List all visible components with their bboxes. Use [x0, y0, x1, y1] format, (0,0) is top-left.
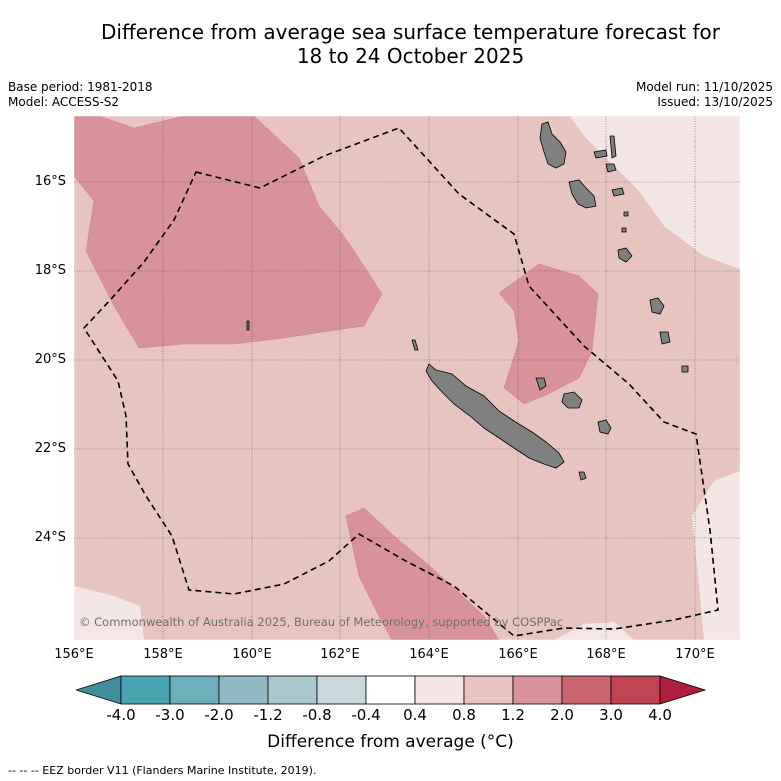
- model-text: Model: ACCESS-S2: [8, 95, 120, 109]
- lon-label-168e: 168°E: [586, 647, 626, 662]
- anomaly-0.4-0.8-southeast: [692, 471, 740, 640]
- anomaly-1.2-2.0-south: [345, 507, 500, 640]
- colorbar-tick-label: 0.8: [452, 706, 476, 724]
- colorbar-segment: [218, 675, 269, 705]
- colorbar-tick-label: 4.0: [648, 706, 672, 724]
- title-line-1: Difference from average sea surface temp…: [100, 20, 720, 44]
- colorbar-segment: [561, 675, 612, 705]
- colorbar-extend-high: [659, 675, 706, 705]
- vanuatu-pentecost: [609, 135, 617, 159]
- colorbar-segment: [120, 675, 171, 705]
- anomaly-1.2-2.0-northwest: [74, 116, 383, 349]
- small-island-d: [621, 227, 627, 233]
- land: [246, 121, 689, 481]
- vanuatu-malakula: [568, 179, 597, 209]
- vanuatu-ambae: [593, 149, 608, 159]
- lon-label-160e: 160°E: [232, 647, 272, 662]
- lat-label-20s: 20°S: [34, 352, 66, 367]
- colorbar-tick-label: -1.2: [253, 706, 283, 724]
- loyalty-island-lifou: [561, 391, 583, 409]
- lon-label-162e: 162°E: [320, 647, 360, 662]
- colorbar-tick-label: -0.4: [351, 706, 381, 724]
- vanuatu-espiritu-santo: [539, 121, 567, 169]
- lon-label-156e: 156°E: [54, 647, 94, 662]
- lat-label-24s: 24°S: [34, 530, 66, 545]
- lon-label-158e: 158°E: [143, 647, 183, 662]
- lat-label-18s: 18°S: [34, 263, 66, 278]
- meta-left: Base period: 1981-2018 Model: ACCESS-S2: [8, 80, 153, 110]
- eez-border: [82, 127, 719, 637]
- meta-right: Model run: 11/10/2025 Issued: 13/10/2025: [636, 80, 773, 110]
- lat-label-16s: 16°S: [34, 174, 66, 189]
- colorbar-tick-label: -2.0: [204, 706, 234, 724]
- issued-text: Issued: 13/10/2025: [657, 95, 773, 109]
- colorbar-segment: [463, 675, 514, 705]
- colorbar-tick-label: -3.0: [155, 706, 185, 724]
- isle-of-pines: [578, 471, 587, 481]
- vanuatu-aneityum: [681, 365, 689, 373]
- lat-label-22s: 22°S: [34, 441, 66, 456]
- colorbar-title: Difference from average (°C): [267, 732, 514, 752]
- loyalty-island-mare: [597, 419, 612, 435]
- small-island-b: [411, 339, 419, 351]
- map-title: Difference from average sea surface temp…: [0, 20, 781, 68]
- base-period-text: Base period: 1981-2018: [8, 80, 153, 94]
- title-line-2: 18 to 24 October 2025: [296, 44, 525, 68]
- colorbar-tick-label: 0.4: [403, 706, 427, 724]
- colorbar-tick-label: 3.0: [599, 706, 623, 724]
- vanuatu-epi: [611, 187, 625, 197]
- colorbar-segment: [316, 675, 367, 705]
- colorbar-segment: [610, 675, 661, 705]
- model-run-text: Model run: 11/10/2025: [635, 80, 773, 94]
- vanuatu-efate: [617, 247, 633, 263]
- anomaly-0.4-0.8-southcentre: [554, 622, 634, 640]
- colorbar-tick-label: -0.8: [302, 706, 332, 724]
- colorbar-segment: [512, 675, 563, 705]
- colorbar-segment: [365, 675, 416, 705]
- colorbar-tick-label: 2.0: [550, 706, 574, 724]
- colorbar-segment: [414, 675, 465, 705]
- colorbar-extend-low: [76, 675, 122, 705]
- colorbar-tick-label: 1.2: [501, 706, 525, 724]
- colorbar-segment: [267, 675, 318, 705]
- vanuatu-ambrym: [605, 163, 617, 173]
- new-caledonia-island: [425, 363, 565, 469]
- anomaly-0.4-0.8-southwest: [74, 586, 144, 640]
- small-island-c: [623, 211, 629, 217]
- sst-anomaly-map: © Commonwealth of Australia 2025, Bureau…: [74, 116, 740, 640]
- colorbar-segment: [169, 675, 220, 705]
- eez-footnote: -- -- -- EEZ border V11 (Flanders Marine…: [8, 764, 317, 777]
- graticule: [74, 116, 740, 640]
- vanuatu-tanna: [659, 331, 671, 345]
- map-credit: © Commonwealth of Australia 2025, Bureau…: [79, 615, 563, 629]
- colorbar: [76, 675, 706, 705]
- loyalty-island-ouvea: [535, 377, 547, 391]
- vanuatu-erromango: [649, 297, 665, 315]
- small-island-a: [246, 320, 250, 331]
- lon-label-166e: 166°E: [498, 647, 538, 662]
- lon-label-164e: 164°E: [409, 647, 449, 662]
- colorbar-tick-label: -4.0: [106, 706, 136, 724]
- lon-label-170e: 170°E: [675, 647, 715, 662]
